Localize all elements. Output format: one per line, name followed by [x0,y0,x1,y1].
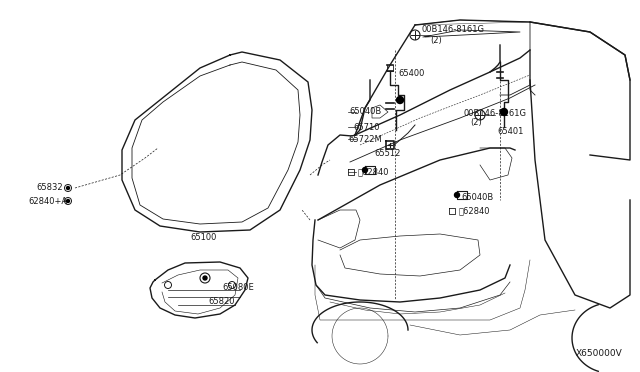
Text: 65040B: 65040B [349,108,381,116]
Text: 65820: 65820 [208,298,234,307]
Text: 00B146-8161G: 00B146-8161G [422,26,485,35]
Circle shape [203,276,207,280]
Text: 00B146-8161G: 00B146-8161G [463,109,526,118]
Text: Ⓒ62840: Ⓒ62840 [459,206,490,215]
Text: 65401: 65401 [497,128,524,137]
Text: 65710: 65710 [353,122,380,131]
Circle shape [67,199,70,202]
Text: 65832: 65832 [36,183,63,192]
Text: Ⓒ62840: Ⓒ62840 [358,167,390,176]
Text: (2): (2) [470,119,482,128]
Circle shape [397,96,403,103]
Circle shape [67,186,70,189]
Circle shape [454,192,460,198]
Text: 65400: 65400 [398,70,424,78]
Text: (2): (2) [430,36,442,45]
Text: X650000V: X650000V [575,349,622,358]
Text: 65040B: 65040B [461,192,493,202]
Text: 65512: 65512 [374,150,401,158]
Text: 62840+A: 62840+A [28,196,67,205]
Text: 65080E: 65080E [222,282,253,292]
Text: 65100: 65100 [190,232,216,241]
Circle shape [362,167,367,173]
Circle shape [500,109,508,115]
Text: 65722M: 65722M [348,135,381,144]
